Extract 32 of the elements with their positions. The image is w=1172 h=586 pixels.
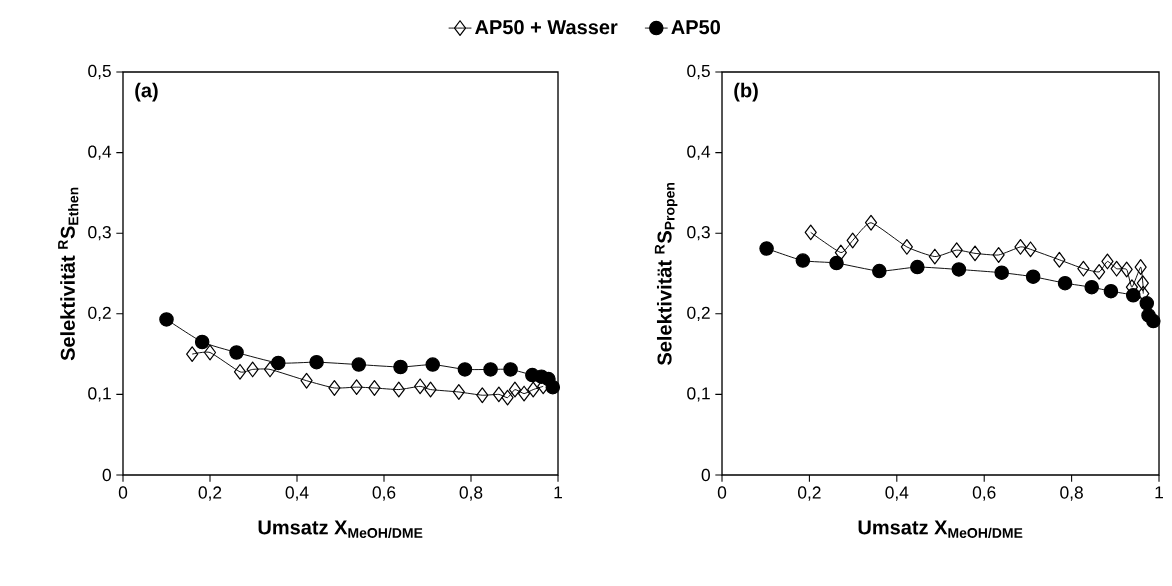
x-tick-label: 0 xyxy=(118,486,128,499)
x-tick-label: 0,4 xyxy=(885,486,909,501)
x-tick-label: 0,4 xyxy=(285,486,309,501)
x-tick-label: 0,2 xyxy=(198,486,222,501)
x-tick-label: 0,2 xyxy=(798,486,821,501)
y-axis-title: Selektivität $^{R}$S$_{Propen}$ xyxy=(654,182,678,365)
x-axis-title: Umsatz X$_{MeOH/DME}$ xyxy=(858,520,1023,539)
x-tick-label: 0,6 xyxy=(972,486,996,501)
x-tick-label: 0,6 xyxy=(372,486,396,501)
annotation: (a) xyxy=(135,82,158,102)
y-tick-label: 0,5 xyxy=(88,64,111,80)
y-tick-label: 0 xyxy=(102,468,111,482)
annotation: (b) xyxy=(734,82,758,102)
x-tick-label: 1 xyxy=(1155,486,1163,499)
legend-label: AP50 + Wasser xyxy=(475,20,618,35)
x-tick-label: 1 xyxy=(554,486,562,499)
x-tick-label: 0 xyxy=(717,486,727,499)
y-tick-label: 0,3 xyxy=(88,226,111,241)
y-tick-label: 0,5 xyxy=(687,64,710,80)
y-tick-label: 0,1 xyxy=(88,387,111,402)
legend-label: AP50 xyxy=(671,20,720,35)
x-axis-title: Umsatz X$_{MeOH/DME}$ xyxy=(258,520,423,539)
y-axis-title: Selektivität $^{R}$S$_{Ethen}$ xyxy=(58,187,79,361)
y-tick-label: 0,4 xyxy=(687,145,711,160)
y-tick-label: 0,1 xyxy=(687,387,710,402)
x-tick-label: 0,8 xyxy=(1060,486,1083,501)
y-tick-label: 0,3 xyxy=(687,226,710,241)
x-tick-label: 0,8 xyxy=(459,486,483,501)
y-tick-label: 0,4 xyxy=(88,145,112,160)
y-tick-label: 0 xyxy=(701,468,710,482)
y-tick-label: 0,2 xyxy=(88,306,111,321)
y-tick-label: 0,2 xyxy=(687,306,710,321)
